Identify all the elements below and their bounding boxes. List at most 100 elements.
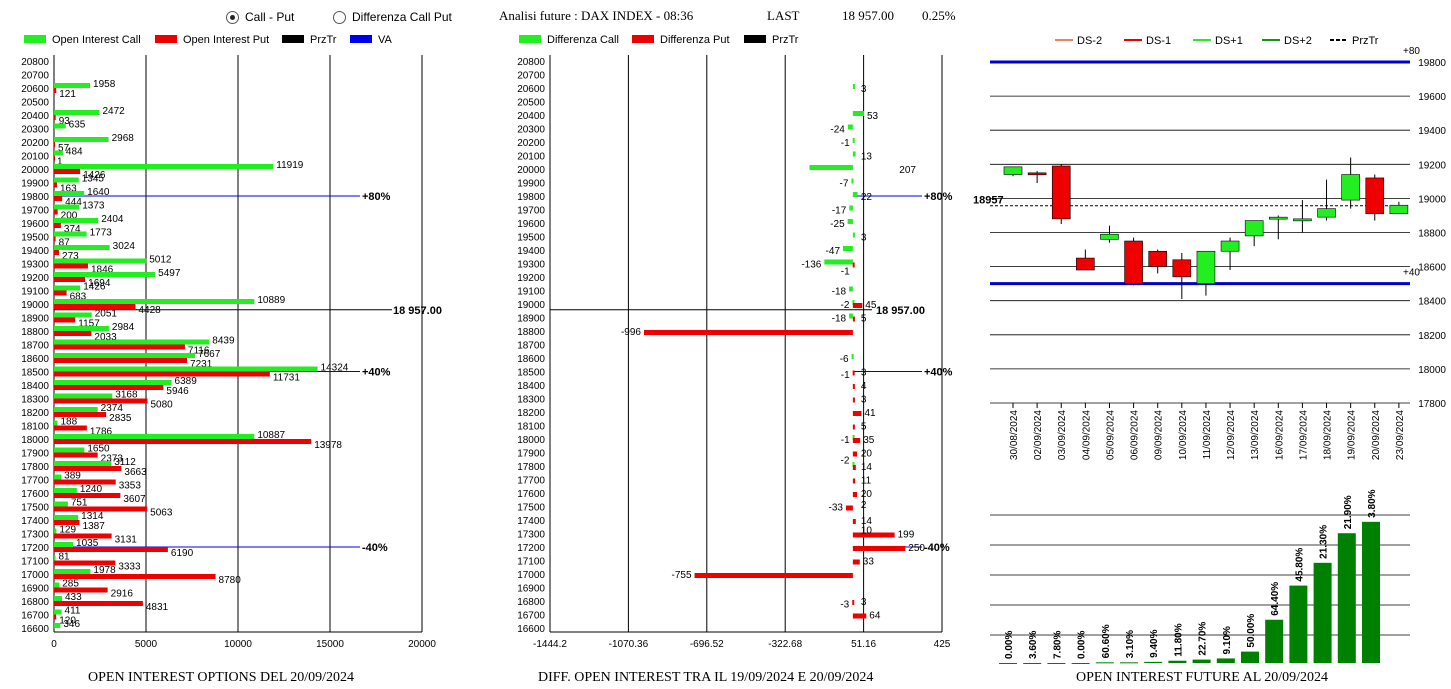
left-call-bar-17400 [54, 515, 79, 520]
left-call-label-18600: 7667 [198, 349, 221, 360]
mid-ytick-18500: 18500 [517, 368, 545, 379]
left-call-bar-18900 [54, 312, 92, 318]
mid-label-3: -1 [841, 138, 850, 149]
bottom-bar-6 [1144, 661, 1163, 663]
mid-ytick-19000: 19000 [517, 300, 545, 311]
mid-label-21: 3 [861, 368, 867, 379]
date-label-11: 16/09/2024 [1274, 410, 1285, 460]
bottom-label-7: 11.80% [1173, 623, 1184, 656]
left-put-label-17500: 5063 [150, 508, 173, 519]
left-call-bar-16800 [54, 596, 62, 601]
mid-ytick-16600: 16600 [517, 624, 545, 635]
legend-label-left-3: VA [378, 34, 393, 46]
mid-label-1: 53 [867, 111, 879, 122]
left-put-label-19900: 163 [60, 184, 77, 195]
legend-swatch-mid-1 [632, 35, 654, 43]
mid-put-bar-17500 [845, 505, 853, 511]
mid-xtick-1: -1070.36 [609, 639, 649, 650]
left-put-bar-18500 [54, 371, 270, 377]
mid-put-bar-19000 [852, 303, 863, 308]
mid-put-bar-17600 [852, 492, 858, 497]
left-put-bar-18300 [54, 398, 148, 404]
mid-ytick-19800: 19800 [517, 192, 545, 203]
left-xtick-2: 10000 [224, 639, 252, 650]
date-label-0: 30/08/2024 [1009, 410, 1020, 460]
left-call-bar-19700 [54, 204, 80, 210]
left-call-bar-19900 [54, 177, 79, 183]
mid-put-bar-19300 [852, 262, 855, 268]
mid-label-31: 14 [861, 462, 873, 473]
left-call-label-19700: 1373 [82, 201, 105, 212]
left-put-label-19400: 273 [62, 251, 79, 262]
left-call-bar-18600 [54, 353, 196, 358]
bottom-bar-12 [1289, 585, 1308, 663]
mid-call-bar-19300 [824, 259, 853, 265]
left-call-bar-16900 [54, 582, 60, 588]
left-call-label-18800: 2984 [112, 322, 135, 333]
left-call-bar-20200 [54, 137, 109, 142]
left-put-bar-19500 [54, 236, 56, 242]
left-put-label-16900: 2916 [111, 589, 134, 600]
legend-label-mid-0: Differenza Call [547, 34, 619, 46]
left-ytick-20100: 20100 [21, 152, 49, 163]
mid-put-bar-18100 [852, 424, 855, 430]
mid-ytick-17900: 17900 [517, 449, 545, 460]
left-call-label-17700: 389 [64, 471, 81, 482]
mid-put-bar-17100 [852, 559, 860, 565]
radio-call-put[interactable]: Call - Put [226, 10, 294, 24]
left-ytick-17300: 17300 [21, 530, 49, 541]
mid-label-40: 33 [863, 557, 875, 568]
left-call-label-20100: 484 [66, 147, 83, 158]
left-call-label-18500: 14324 [321, 363, 349, 374]
left-va-label-0: +80% [362, 191, 391, 203]
left-ytick-19500: 19500 [21, 233, 49, 244]
left-call-bar-17600 [54, 488, 77, 493]
left-call-label-19800: 1640 [87, 187, 110, 198]
bottom-label-5: 3.10% [1125, 630, 1136, 658]
bottom-bar-9 [1216, 658, 1235, 663]
left-call-bar-17500 [54, 501, 68, 507]
mid-xtick-2: -696.52 [690, 639, 724, 650]
left-put-bar-20100 [54, 155, 55, 161]
left-call-label-17400: 1314 [81, 511, 104, 522]
left-put-bar-20000 [54, 169, 81, 174]
mid-call-bar-19900 [851, 178, 854, 184]
left-ytick-18000: 18000 [21, 435, 49, 446]
bottom-label-3: 0.00% [1077, 631, 1088, 659]
left-call-label-20400: 2472 [102, 106, 125, 117]
mid-label-15: -2 [841, 300, 850, 311]
left-call-bar-18100 [54, 420, 58, 426]
left-put-label-18100: 1786 [90, 427, 113, 438]
date-label-7: 10/09/2024 [1178, 410, 1189, 460]
left-put-label-19100: 683 [70, 292, 87, 303]
left-put-label-19700: 200 [61, 211, 78, 222]
left-call-bar-20100 [54, 150, 63, 156]
radio-selected-icon [226, 10, 239, 24]
left-ytick-19200: 19200 [21, 273, 49, 284]
mid-label-5: 207 [899, 165, 916, 176]
left-call-label-18400: 6389 [175, 376, 198, 387]
candle-body-2 [1051, 165, 1071, 220]
mid-label-38: 199 [898, 530, 915, 541]
left-ytick-17800: 17800 [21, 462, 49, 473]
mid-xtick-3: -322.68 [768, 639, 802, 650]
radio-differenza[interactable]: Differenza Call Put [333, 10, 452, 24]
left-call-label-17500: 751 [71, 498, 88, 509]
mid-call-bar-20400 [852, 111, 864, 116]
bottom-bar-8 [1192, 659, 1211, 663]
mid-label-23: 4 [861, 381, 867, 392]
legend-label-right-1: DS-1 [1146, 35, 1171, 47]
right-ytick-19200: 19200 [1418, 160, 1446, 171]
mid-ytick-18100: 18100 [517, 422, 545, 433]
mid-label-13: -1 [841, 266, 850, 277]
candle-body-8 [1196, 250, 1216, 284]
candle-body-0 [1003, 166, 1023, 175]
left-put-bar-18200 [54, 412, 107, 417]
candle-body-6 [1148, 250, 1168, 267]
left-call-label-19400: 3024 [113, 241, 136, 252]
mid-ytick-17500: 17500 [517, 503, 545, 514]
left-ytick-18100: 18100 [21, 422, 49, 433]
mid-ytick-19500: 19500 [517, 233, 545, 244]
last-change: 0.25% [922, 8, 956, 23]
mid-call-bar-19600 [847, 219, 853, 224]
